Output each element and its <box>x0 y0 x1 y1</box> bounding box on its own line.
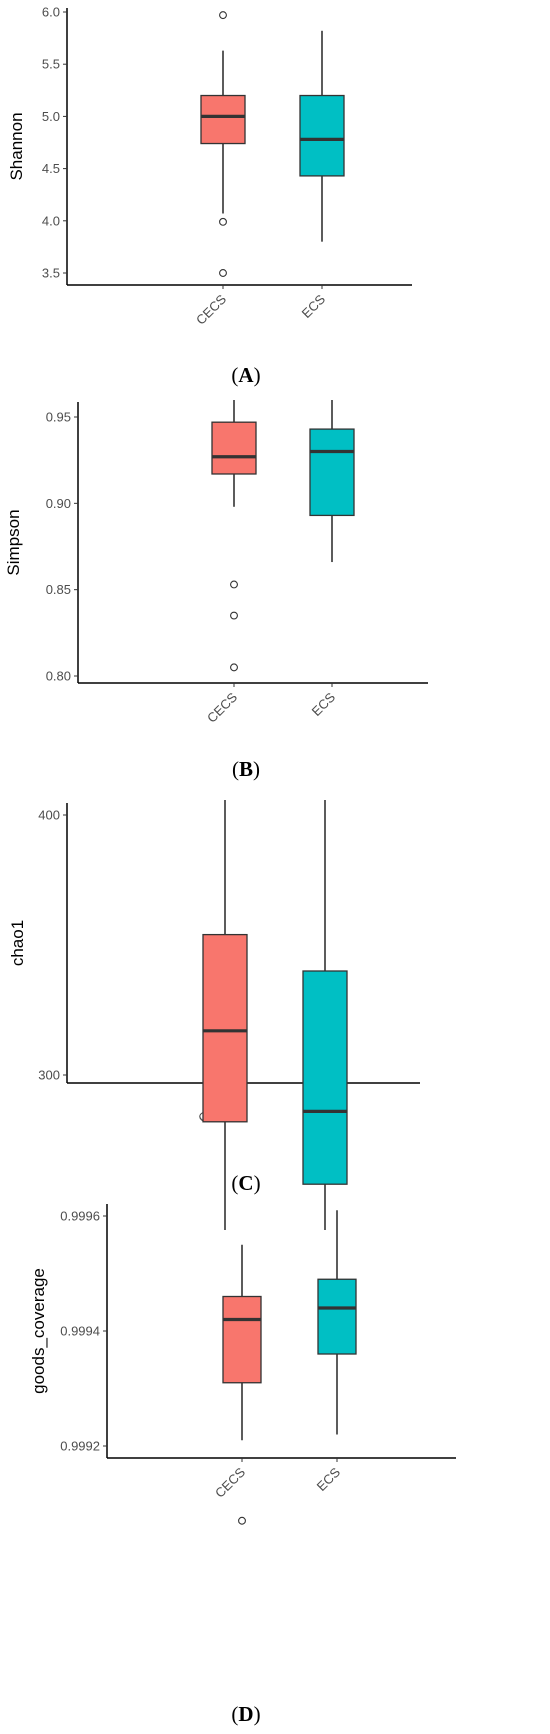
iqr-box <box>309 428 355 517</box>
boxplot-panel-d: 0.9992 0.9994 0.9996 goods_coverage CECS ECS (… <box>29 1204 456 1726</box>
y-tick-label: 0.9996 <box>60 1209 100 1224</box>
boxplot-panel-a: 3.5 4.0 4.5 5.0 5.5 6.0 Shannon CECS ECS (A) <box>7 5 412 387</box>
outlier-point <box>219 217 227 226</box>
box-cecs <box>222 1244 262 1525</box>
iqr-box <box>222 1295 262 1384</box>
panel-caption: (B) <box>232 757 260 781</box>
boxplot-panel-c: 300400chao1CECSECS(C) <box>8 800 420 1230</box>
y-tick-label: 4.0 <box>42 213 60 228</box>
iqr-box <box>299 94 345 177</box>
y-tick-label: 3.5 <box>42 266 60 281</box>
y-tick-label: 0.90 <box>46 496 71 511</box>
y-axis-title: Simpson <box>4 509 23 575</box>
y-tick-label: 0.80 <box>46 669 71 684</box>
y-axis-title: chao1 <box>8 920 27 966</box>
box-ecs <box>317 1210 357 1435</box>
x-tick-label: CECS <box>193 291 229 327</box>
box-ecs <box>309 400 355 563</box>
outlier-point <box>219 269 227 277</box>
y-tick-label: 0.9992 <box>60 1439 100 1454</box>
iqr-box <box>317 1278 357 1355</box>
y-axis-title: Shannon <box>7 112 26 180</box>
iqr-box <box>200 94 246 145</box>
y-tick-label: 0.9994 <box>60 1324 100 1339</box>
outlier-point <box>238 1516 246 1525</box>
y-tick-label: 400 <box>38 808 60 823</box>
y-tick-label: 0.95 <box>46 410 71 425</box>
box-ecs <box>302 800 348 1230</box>
x-tick-label: CECS <box>204 689 240 725</box>
iqr-box <box>211 421 257 475</box>
panel-caption: (A) <box>231 363 260 387</box>
outlier-point <box>230 580 238 589</box>
y-axis-title: goods_coverage <box>29 1268 48 1394</box>
outlier-point <box>230 663 238 672</box>
x-tick-label: CECS <box>212 1464 248 1500</box>
x-tick-label: ECS <box>299 291 329 321</box>
box-cecs <box>202 800 248 1230</box>
outlier-point <box>230 611 238 620</box>
iqr-box <box>202 933 248 1123</box>
y-tick-label: 4.5 <box>42 161 60 176</box>
boxplot-panel-b: 0.80 0.85 0.90 0.95 Simpson CECS ECS (B) <box>4 400 428 781</box>
y-tick-label: 5.0 <box>42 109 60 124</box>
panel-caption: (C) <box>231 1171 260 1195</box>
box-ecs <box>299 30 345 242</box>
y-tick-label: 6.0 <box>42 5 60 20</box>
iqr-box <box>302 970 348 1185</box>
x-tick-label: ECS <box>309 689 339 719</box>
box-cecs <box>200 11 246 277</box>
y-tick-label: 5.5 <box>42 57 60 72</box>
x-tick-label: ECS <box>314 1464 344 1494</box>
y-tick-label: 300 <box>38 1068 60 1083</box>
box-cecs <box>211 400 257 672</box>
panel-caption: (D) <box>231 1702 260 1726</box>
outlier-point <box>219 11 227 20</box>
y-tick-label: 0.85 <box>46 582 71 597</box>
